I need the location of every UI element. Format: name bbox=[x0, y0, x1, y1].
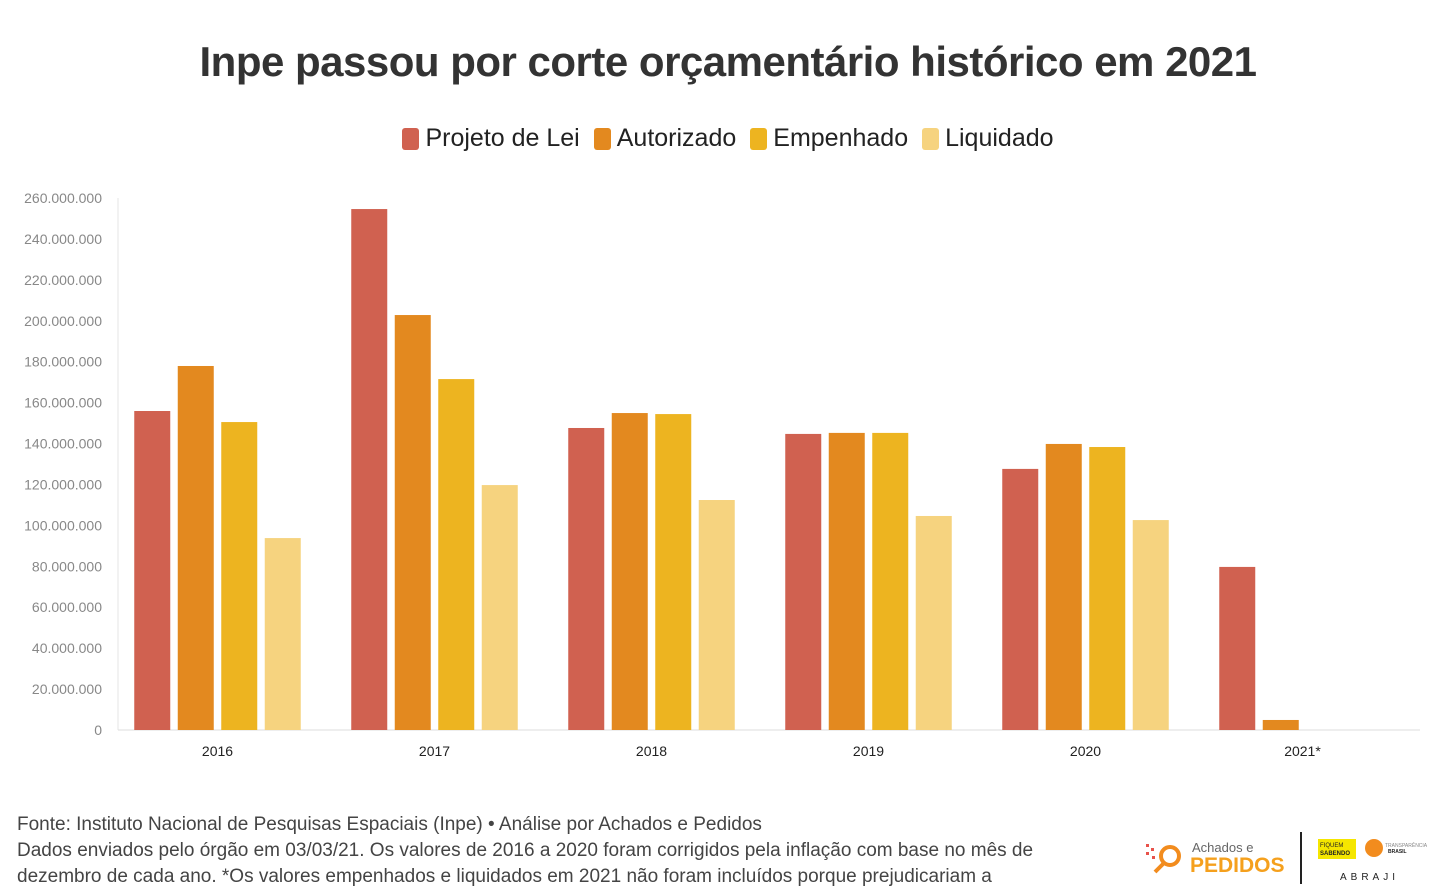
y-tick-label: 20.000.000 bbox=[32, 681, 102, 697]
legend-swatch bbox=[593, 127, 611, 150]
bar-projeto-de-lei-2017 bbox=[351, 209, 388, 731]
x-tick-label: 2020 bbox=[1070, 743, 1101, 759]
fiquem-sabendo-logo bbox=[1318, 839, 1356, 859]
bar-projeto-de-lei-2018 bbox=[568, 427, 605, 730]
legend-item[interactable]: Empenhado bbox=[750, 124, 908, 153]
bar-autorizado-2020 bbox=[1045, 443, 1082, 730]
chart-title: Inpe passou por corte orçamentário histó… bbox=[199, 38, 1258, 85]
y-tick-label: 0 bbox=[94, 722, 102, 738]
bar-liquidado-2016 bbox=[264, 538, 301, 730]
legend-swatch bbox=[922, 127, 940, 150]
y-tick-label: 180.000.000 bbox=[24, 354, 102, 370]
y-tick-label: 260.000.000 bbox=[24, 190, 102, 206]
bar-projeto-de-lei-2016 bbox=[134, 411, 171, 730]
bar-autorizado-2016 bbox=[177, 365, 214, 730]
transparencia-brasil-logo bbox=[1365, 839, 1383, 857]
bar-empenhado-2020 bbox=[1089, 447, 1126, 730]
bar-liquidado-2020 bbox=[1132, 520, 1169, 730]
bar-autorizado-2019 bbox=[828, 432, 865, 730]
abraji-logo: ABRAJI bbox=[1340, 872, 1399, 883]
bar-projeto-de-lei-2020 bbox=[1002, 468, 1039, 730]
bar-liquidado-2019 bbox=[915, 515, 952, 730]
bar-autorizado-2021 bbox=[1262, 719, 1299, 730]
legend-swatch bbox=[402, 127, 420, 150]
pedidos-text: PEDIDOS bbox=[1190, 854, 1285, 877]
y-tick-label: 160.000.000 bbox=[24, 395, 102, 411]
legend: Projeto de Lei Autorizado Empenhado Liquida… bbox=[0, 124, 1456, 153]
legend-label: Empenhado bbox=[773, 124, 909, 152]
x-tick-label: 2018 bbox=[636, 743, 667, 759]
bar-chart: 0 20.000.000 40.000.000 60.000.000 80.000.00… bbox=[24, 190, 1420, 759]
y-tick-label: 80.000.000 bbox=[32, 558, 102, 574]
legend-label: Liquidado bbox=[945, 124, 1054, 152]
legend-item[interactable]: Projeto de Lei bbox=[402, 124, 580, 153]
note-text: Dados enviados pelo órgão em 03/03/21. O… bbox=[17, 840, 1034, 887]
bar-autorizado-2017 bbox=[394, 315, 431, 730]
bar-projeto-de-lei-2019 bbox=[785, 433, 822, 730]
bar-projeto-de-lei-2021 bbox=[1219, 566, 1256, 730]
bar-empenhado-2019 bbox=[872, 432, 909, 730]
bar-autorizado-2018 bbox=[611, 413, 648, 730]
bar-empenhado-2016 bbox=[221, 422, 258, 730]
y-tick-label: 220.000.000 bbox=[24, 272, 102, 288]
y-tick-label: 200.000.000 bbox=[24, 313, 102, 329]
legend-item[interactable]: Autorizado bbox=[593, 124, 737, 153]
y-tick-label: 240.000.000 bbox=[24, 231, 102, 247]
y-tick-label: 120.000.000 bbox=[24, 476, 102, 492]
partner-logos: Achados e PEDIDOS FIQUEM SABENDO TRANSPA… bbox=[1146, 832, 1428, 884]
x-tick-label: 2021* bbox=[1284, 743, 1321, 759]
bar-empenhado-2018 bbox=[655, 414, 692, 730]
svg-text:BRASIL: BRASIL bbox=[1388, 849, 1407, 855]
x-tick-label: 2016 bbox=[202, 743, 233, 759]
footer: Fonte: Instituto Nacional de Pesquisas E… bbox=[17, 812, 1077, 890]
legend-item[interactable]: Liquidado bbox=[922, 124, 1054, 153]
legend-swatch bbox=[750, 127, 768, 150]
x-tick-label: 2019 bbox=[853, 743, 884, 759]
y-tick-label: 40.000.000 bbox=[32, 640, 102, 656]
source-text: Fonte: Instituto Nacional de Pesquisas E… bbox=[17, 814, 762, 835]
bar-liquidado-2018 bbox=[698, 500, 735, 730]
svg-text:TRANSPARÊNCIA: TRANSPARÊNCIA bbox=[1385, 841, 1428, 849]
achados-text: Achados e bbox=[1192, 840, 1253, 855]
bar-liquidado-2017 bbox=[481, 485, 518, 730]
y-tick-label: 100.000.000 bbox=[24, 517, 102, 533]
y-tick-label: 140.000.000 bbox=[24, 436, 102, 452]
x-tick-label: 2017 bbox=[419, 743, 450, 759]
achados-e-pedidos-logo: Achados e PEDIDOS bbox=[1146, 840, 1285, 877]
svg-text:FIQUEM: FIQUEM bbox=[1320, 843, 1343, 849]
svg-text:SABENDO: SABENDO bbox=[1320, 851, 1350, 857]
y-tick-label: 60.000.000 bbox=[32, 599, 102, 615]
bar-empenhado-2017 bbox=[438, 379, 475, 730]
legend-label: Autorizado bbox=[616, 124, 737, 152]
legend-label: Projeto de Lei bbox=[425, 124, 580, 152]
